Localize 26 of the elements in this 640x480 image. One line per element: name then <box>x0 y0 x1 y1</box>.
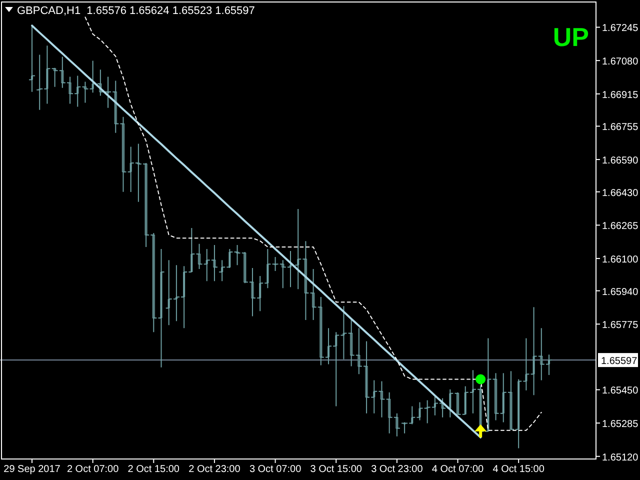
x-tick-label: 29 Sep 2017 <box>4 464 61 475</box>
x-tick-label: 2 Oct 15:00 <box>128 464 180 475</box>
y-tick-label: 1.65775 <box>602 320 639 332</box>
y-tick-label: 1.66100 <box>602 254 639 266</box>
y-tick-label: 1.66755 <box>602 122 639 134</box>
y-tick-label: 1.65450 <box>602 386 639 397</box>
text: UP <box>552 22 589 52</box>
x-tick-label: 3 Oct 15:00 <box>310 464 362 475</box>
ref-line-label: 1.65597 <box>601 356 638 368</box>
y-tick-label: 1.65940 <box>602 286 639 298</box>
x-tick-label: 4 Oct 15:00 <box>492 464 545 475</box>
line-series <box>84 16 542 431</box>
chart-title: GBPCAD,H1 1.65576 1.65624 1.65523 1.65597 <box>17 5 255 17</box>
y-tick-label: 1.65285 <box>602 419 639 430</box>
x-tick-label: 2 Oct 23:00 <box>188 464 241 475</box>
y-tick-label: 1.66590 <box>602 156 639 167</box>
x-tick-label: 3 Oct 23:00 <box>371 464 424 475</box>
y-tick-label: 1.67080 <box>602 56 639 68</box>
x-tick-label: 4 Oct 07:00 <box>432 464 484 475</box>
y-tick-label: 1.66430 <box>602 188 639 199</box>
x-tick-label: 2 Oct 07:00 <box>66 464 120 475</box>
y-tick-label: 1.67245 <box>602 23 639 34</box>
y-tick-label: 1.65120 <box>602 452 639 464</box>
y-tick-label: 1.66265 <box>602 221 639 232</box>
y-tick-label: 1.66915 <box>602 90 639 101</box>
x-tick-label: 3 Oct 07:00 <box>249 464 302 475</box>
